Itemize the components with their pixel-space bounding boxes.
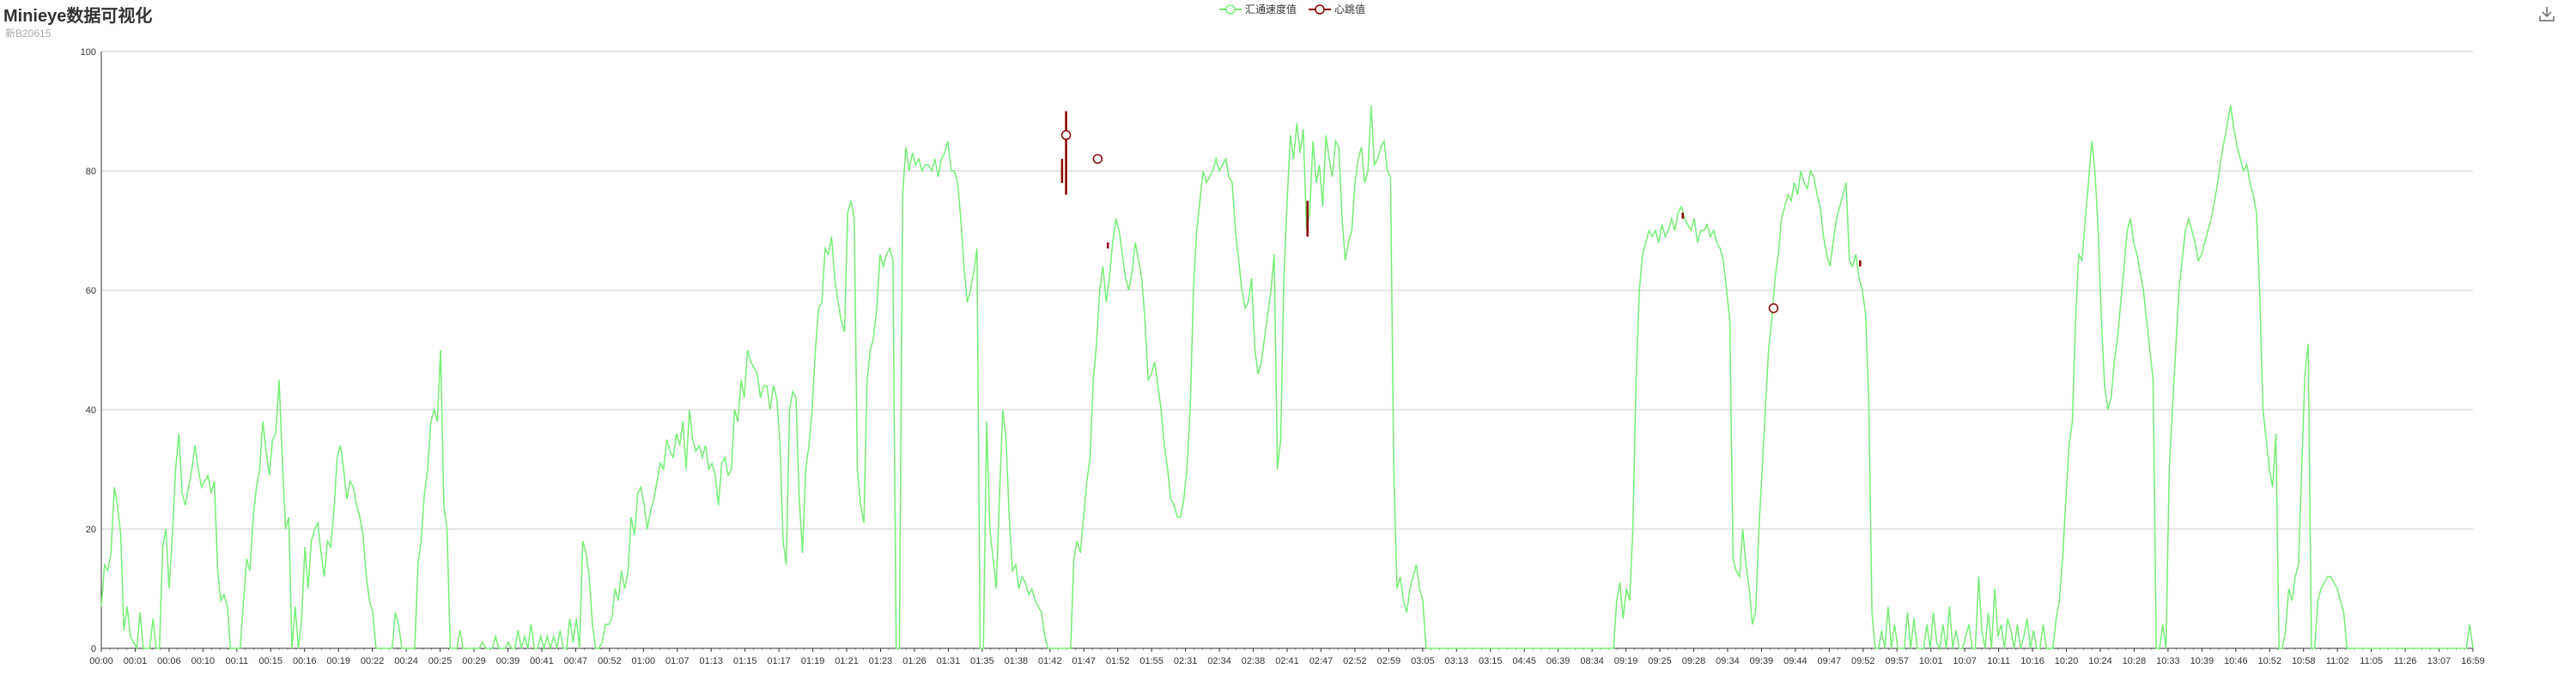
y-tick-label: 40 [86,405,96,416]
heartbeat-point [1768,303,1779,313]
series-speed-line [100,105,2474,651]
x-tick-label: 10:33 [2156,656,2180,666]
x-tick-label: 10:24 [2088,656,2112,666]
x-tick-label: 03:05 [1411,656,1435,666]
x-tick-label: 01:26 [902,656,927,666]
x-tick-label: 09:19 [1614,656,1638,666]
y-tick-label: 20 [86,525,96,535]
heartbeat-point [1060,130,1072,141]
x-tick-label: 09:39 [1750,656,1774,666]
x-tick-label: 02:59 [1377,656,1401,666]
heartbeat-point [1092,154,1103,164]
y-tick-label: 0 [91,644,96,654]
x-tick-label: 08:34 [1580,656,1604,666]
x-tick-label: 09:47 [1818,656,1842,666]
x-tick-label: 10:28 [2123,656,2147,666]
x-tick-label: 01:00 [632,656,656,666]
x-tick-label: 00:16 [293,656,317,666]
x-tick-label: 01:23 [869,656,893,666]
x-tick-label: 10:39 [2190,656,2215,666]
x-tick-label: 00:29 [462,656,486,666]
legend-speed-label: 汇通速度值 [1245,3,1297,15]
download-icon[interactable] [2538,5,2555,22]
y-tick-label: 60 [86,286,96,296]
x-tick-label: 01:15 [733,656,757,666]
x-tick-label: 00:15 [259,656,283,666]
x-tick-label: 00:25 [428,656,453,666]
x-tick-label: 03:15 [1479,656,1503,666]
x-tick-label: 02:41 [1275,656,1299,666]
x-tick-label: 01:17 [767,656,791,666]
x-tick-label: 10:11 [1987,656,2010,666]
x-tick-label: 10:20 [2055,656,2079,666]
x-tick-label: 10:07 [1953,656,1977,666]
x-tick-label: 11:02 [2326,656,2349,666]
x-tick-label: 00:39 [496,656,520,666]
x-tick-label: 00:19 [326,656,350,666]
x-tick-label: 01:07 [665,656,690,666]
x-tick-label: 01:13 [699,656,723,666]
x-tick-label: 02:31 [1174,656,1198,666]
x-tick-label: 00:24 [394,656,418,666]
x-tick-label: 09:57 [1885,656,1909,666]
x-tick-label: 10:16 [2020,656,2044,666]
x-tick-label: 01:55 [1139,656,1163,666]
x-tick-label: 00:52 [598,656,622,666]
legend-heartbeat-icon [1309,3,1332,15]
x-tick-label: 01:35 [970,656,994,666]
x-tick-label: 01:52 [1106,656,1130,666]
x-tick-label: 11:26 [2394,656,2417,666]
y-tick-label: 100 [81,47,96,58]
legend-item-speed[interactable]: 汇通速度值 [1219,2,1297,16]
x-tick-label: 00:47 [564,656,588,666]
x-tick-label: 01:38 [1005,656,1029,666]
x-tick-label: 01:31 [937,656,961,666]
x-tick-label: 10:01 [1919,656,1943,666]
x-tick-label: 09:52 [1851,656,1875,666]
x-tick-label: 10:58 [2292,656,2316,666]
x-tick-label: 09:34 [1716,656,1740,666]
chart-subtitle: 新B20615 [5,27,52,40]
x-tick-label: 04:45 [1512,656,1536,666]
legend-item-heartbeat[interactable]: 心跳值 [1309,2,1365,16]
x-tick-label: 01:47 [1072,656,1096,666]
x-tick-label: 11:05 [2360,656,2383,666]
x-tick-label: 09:25 [1648,656,1672,666]
legend-speed-icon [1219,3,1242,15]
x-tick-label: 02:38 [1242,656,1266,666]
x-tick-label: 00:41 [530,656,554,666]
legend: 汇通速度值 心跳值 [1219,2,1365,16]
chart-title: Minieye数据可视化 [3,7,153,26]
x-tick-label: 00:22 [361,656,385,666]
x-tick-label: 01:21 [835,656,859,666]
x-tick-label: 00:00 [89,656,113,666]
x-tick-label: 00:01 [124,656,148,666]
x-tick-label: 02:52 [1343,656,1367,666]
x-tick-label: 09:28 [1682,656,1706,666]
x-tick-label: 13:07 [2427,656,2451,666]
legend-heartbeat-label: 心跳值 [1334,3,1366,15]
x-tick-label: 03:13 [1445,656,1469,666]
x-tick-label: 00:06 [157,656,181,666]
x-tick-label: 02:47 [1309,656,1334,666]
x-tick-label: 00:11 [225,656,248,666]
x-tick-label: 10:46 [2224,656,2248,666]
x-tick-label: 16:59 [2461,656,2485,666]
x-tick-label: 06:39 [1546,656,1571,666]
x-tick-label: 09:44 [1783,656,1807,666]
x-tick-label: 01:19 [801,656,825,666]
x-tick-label: 01:42 [1038,656,1062,666]
x-tick-label: 10:52 [2257,656,2281,666]
x-tick-label: 02:34 [1207,656,1231,666]
y-tick-label: 80 [86,167,96,177]
x-tick-label: 00:10 [191,656,216,666]
